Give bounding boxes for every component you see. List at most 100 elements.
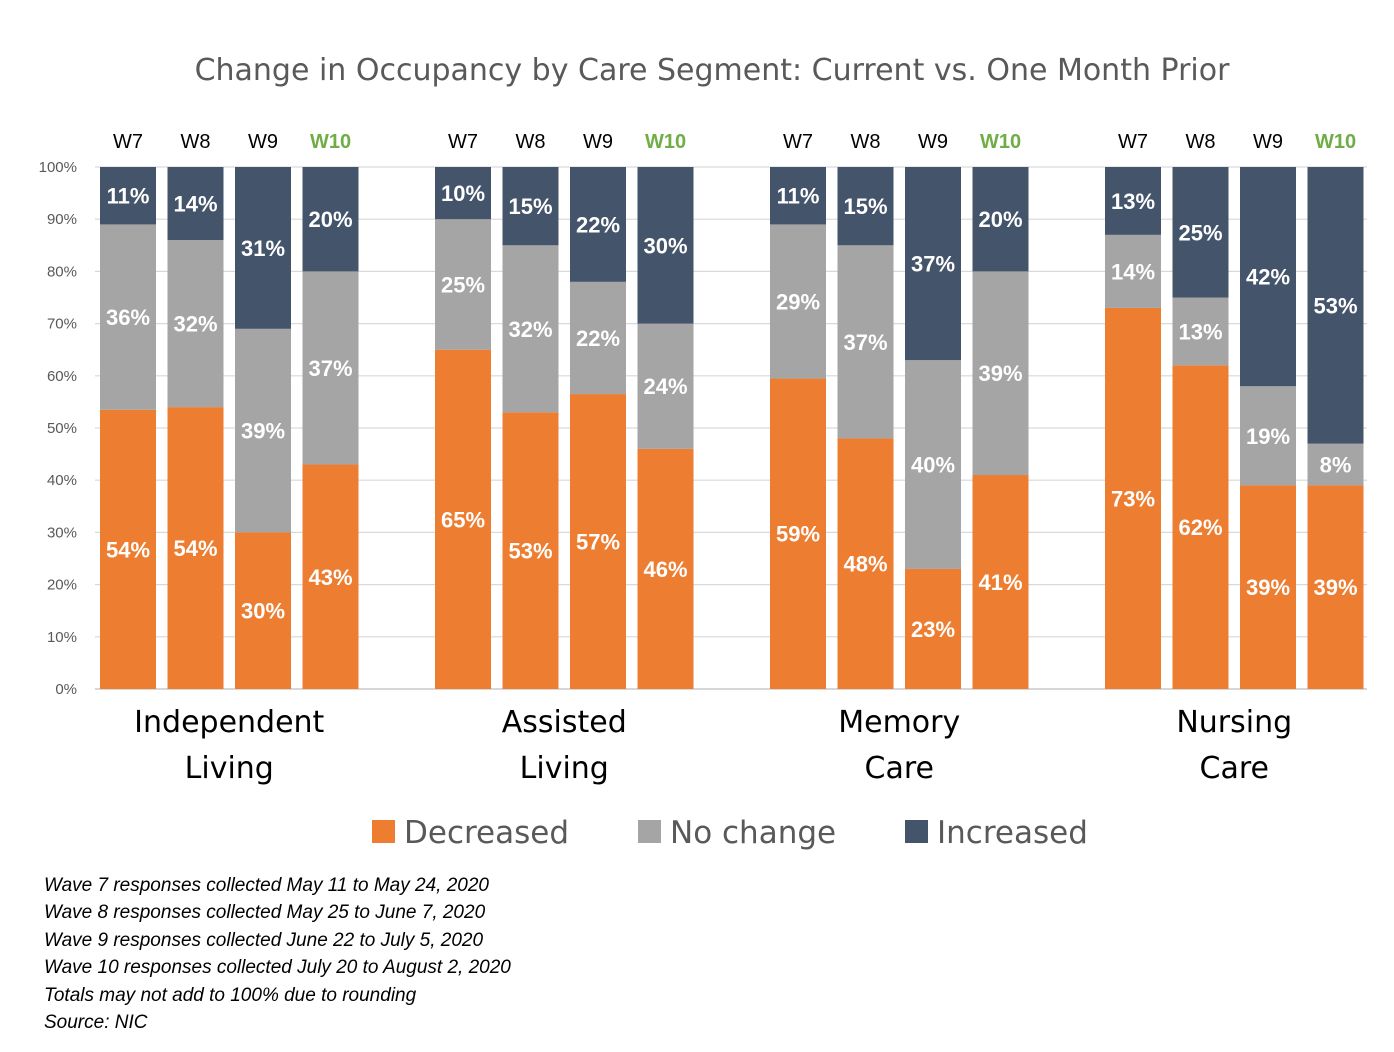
wave-label: W8	[851, 131, 881, 153]
bar-increased	[1240, 167, 1296, 387]
data-label: 40%	[911, 453, 955, 478]
bar-increased	[302, 167, 359, 272]
data-label: 15%	[843, 194, 887, 219]
segment-label: Memory	[838, 705, 960, 740]
bar-increased	[972, 167, 1029, 272]
legend-swatch	[638, 820, 661, 843]
bar-no-change	[435, 219, 491, 350]
bar-decreased	[972, 474, 1029, 689]
y-tick-label: 90%	[47, 211, 77, 228]
bar-decreased	[905, 568, 961, 689]
bar-decreased	[770, 378, 826, 689]
wave-labels: W7 W8 W9 W10 W7 W8 W9 W10 W7 W8 W9 W10 W7 W8 W9 W10	[113, 131, 1356, 153]
footnote: Wave 10 responses collected July 20 to A…	[44, 957, 511, 979]
wave-label: W7	[448, 131, 478, 153]
bar-decreased	[1105, 307, 1161, 689]
data-label: 62%	[1178, 515, 1222, 540]
bar-no-change	[1105, 234, 1161, 308]
y-tick-label: 70%	[47, 316, 77, 333]
data-label: 53%	[1313, 293, 1357, 318]
legend-swatch	[372, 820, 395, 843]
segment-label: Nursing	[1176, 705, 1292, 740]
data-labels: 54% 36% 11% 54% 32% 14% 30% 39% 31% 43% 37% 20% 65% 2…	[106, 181, 1358, 642]
data-label: 54%	[173, 536, 217, 561]
wave-label: W7	[1118, 131, 1148, 153]
data-label: 39%	[978, 361, 1022, 386]
data-label: 37%	[843, 330, 887, 355]
bar-no-change	[770, 224, 826, 379]
data-label: 19%	[1246, 424, 1290, 449]
data-label: 39%	[1246, 575, 1290, 600]
data-label: 14%	[1111, 259, 1155, 284]
segment-label: Independent	[134, 705, 324, 740]
legend-label: Decreased	[404, 815, 569, 851]
data-label: 23%	[911, 617, 955, 642]
data-label: 39%	[1313, 575, 1357, 600]
y-tick-label: 30%	[47, 524, 77, 541]
footnote: Wave 7 responses collected May 11 to May…	[44, 875, 489, 896]
bar-decreased	[1307, 485, 1364, 689]
segment-label: Assisted	[502, 705, 627, 740]
bar-decreased	[235, 532, 291, 689]
wave-label: W7	[113, 131, 143, 153]
footnote: Wave 8 responses collected May 25 to Jun…	[44, 902, 486, 924]
bar-no-change	[1307, 443, 1364, 486]
data-label: 37%	[308, 356, 352, 381]
bar-no-change	[100, 224, 156, 410]
bar-decreased	[502, 412, 559, 689]
bar-increased	[1172, 167, 1229, 298]
data-label: 22%	[576, 212, 620, 237]
data-label: 24%	[643, 374, 687, 399]
data-label: 54%	[106, 537, 150, 562]
wave-label: W10	[980, 131, 1021, 153]
footnote: Source: NIC	[44, 1012, 148, 1034]
data-label: 59%	[776, 522, 820, 547]
footnote: Totals may not add to 100% due to roundi…	[44, 984, 417, 1006]
bar-decreased	[837, 438, 894, 689]
segment-labels: Independent Living Assisted Living Memory Car…	[134, 705, 1292, 786]
data-label: 20%	[308, 207, 352, 232]
data-label: 25%	[441, 272, 485, 297]
data-label: 65%	[441, 507, 485, 532]
data-label: 32%	[508, 317, 552, 342]
segment-label: Living	[185, 751, 274, 786]
bar-increased	[770, 167, 826, 225]
bar-no-change	[905, 360, 961, 569]
wave-label: W10	[310, 131, 351, 153]
wave-label: W9	[583, 131, 613, 153]
data-label: 43%	[308, 565, 352, 590]
bar-increased	[1105, 167, 1161, 235]
data-label: 32%	[173, 312, 217, 337]
data-label: 13%	[1111, 189, 1155, 214]
wave-label: W9	[1253, 131, 1283, 153]
data-label: 8%	[1320, 453, 1352, 478]
y-tick-label: 100%	[39, 159, 77, 176]
data-label: 29%	[776, 289, 820, 314]
segment-label: Care	[865, 751, 934, 786]
bar-decreased	[1172, 365, 1229, 689]
bar-increased	[905, 167, 961, 361]
wave-label: W8	[181, 131, 211, 153]
y-tick-label: 10%	[47, 629, 77, 646]
segment-label: Care	[1200, 751, 1269, 786]
data-label: 25%	[1178, 220, 1222, 245]
y-tick-label: 40%	[47, 472, 77, 489]
wave-label: W9	[918, 131, 948, 153]
bar-increased	[167, 167, 224, 241]
bar-decreased	[637, 448, 694, 689]
bar-decreased	[100, 409, 156, 689]
chart-title: Change in Occupancy by Care Segment: Cur…	[195, 53, 1231, 88]
bar-increased	[837, 167, 894, 246]
bar-decreased	[570, 394, 626, 689]
bar-decreased	[1240, 485, 1296, 689]
bar-no-change	[972, 271, 1029, 475]
wave-label: W8	[1186, 131, 1216, 153]
wave-label: W9	[248, 131, 278, 153]
bar-no-change	[502, 245, 559, 413]
bar-no-change	[1240, 386, 1296, 486]
wave-label: W10	[1315, 131, 1356, 153]
data-label: 73%	[1111, 486, 1155, 511]
data-label: 31%	[241, 236, 285, 261]
data-label: 30%	[643, 233, 687, 258]
